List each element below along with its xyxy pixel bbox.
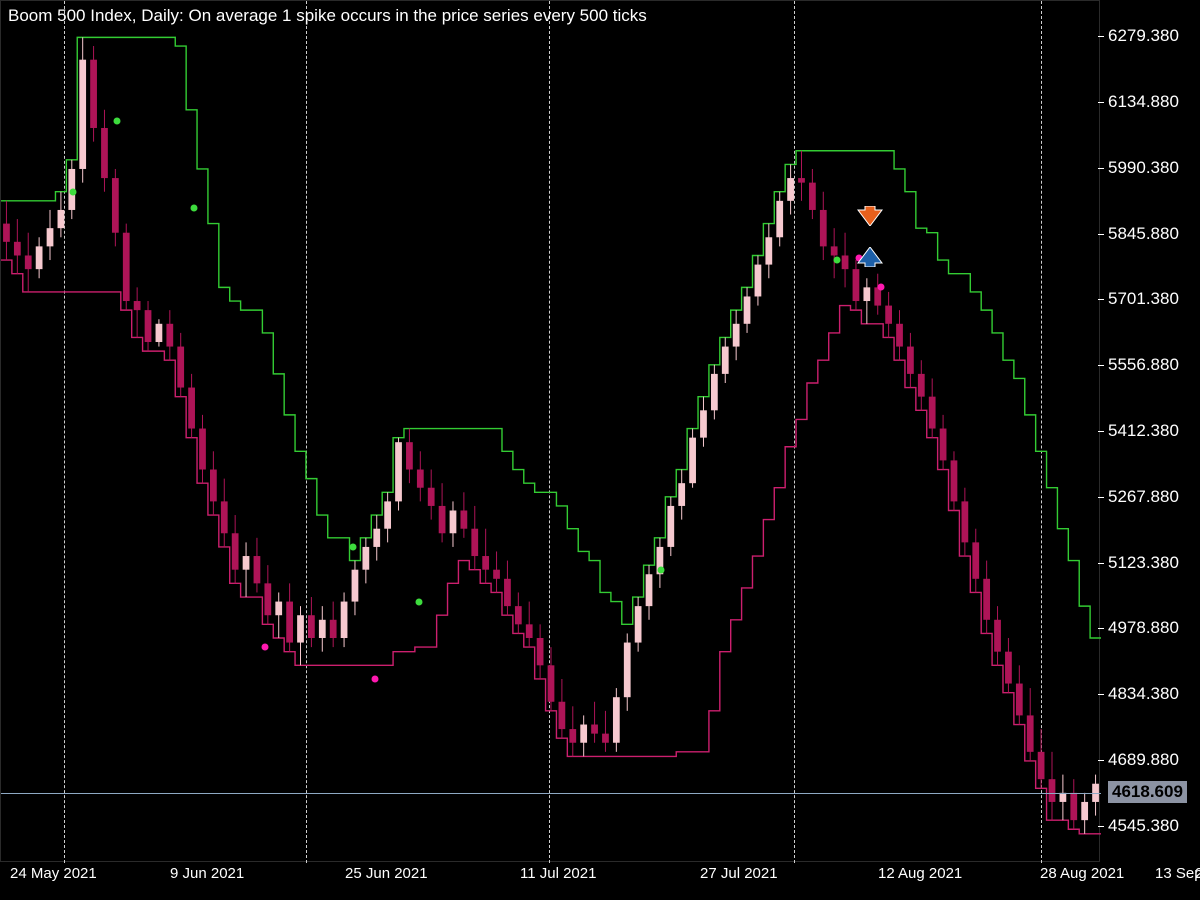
spike-dot-high-4[interactable]	[416, 598, 423, 605]
spike-dot-high-1[interactable]	[113, 118, 120, 125]
y-axis-label-12: 4545.380	[1108, 816, 1179, 836]
spike-reversal-up-arrow[interactable]	[857, 247, 883, 267]
spike-dot-high-2[interactable]	[190, 204, 197, 211]
y-axis-label-7: 5267.880	[1108, 487, 1179, 507]
spike-dot-high-3[interactable]	[350, 543, 357, 550]
x-axis-label-2: 25 Jun 2021	[345, 865, 428, 882]
spike-reversal-down-arrow[interactable]	[857, 206, 883, 226]
y-axis-label-9: 4978.880	[1108, 618, 1179, 638]
y-axis-label-2: 5990.380	[1108, 158, 1179, 178]
spike-dot-low-3[interactable]	[878, 284, 885, 291]
x-axis-label-0: 24 May 2021	[10, 865, 97, 882]
x-axis-label-6: 28 Aug 2021	[1040, 865, 1124, 882]
markers-layer	[1, 1, 1101, 863]
spike-dot-high-6[interactable]	[834, 257, 841, 264]
x-axis-label-4: 27 Jul 2021	[700, 865, 778, 882]
current-price-label: 4618.609	[1108, 781, 1187, 803]
spike-dot-low-0[interactable]	[262, 644, 269, 651]
spike-dot-high-5[interactable]	[658, 566, 665, 573]
y-axis-label-1: 6134.880	[1108, 92, 1179, 112]
y-axis-label-6: 5412.380	[1108, 421, 1179, 441]
y-axis-label-8: 5123.380	[1108, 553, 1179, 573]
y-axis-label-3: 5845.880	[1108, 224, 1179, 244]
spike-dot-high-0[interactable]	[69, 188, 76, 195]
x-axis-label-7: 13 Sep 2021	[1155, 865, 1200, 882]
x-axis-label-5: 12 Aug 2021	[878, 865, 962, 882]
y-axis-label-0: 6279.380	[1108, 26, 1179, 46]
y-axis-label-11: 4689.880	[1108, 750, 1179, 770]
plot-area	[0, 0, 1100, 862]
x-axis-label-3: 11 Jul 2021	[520, 865, 596, 882]
y-axis-label-4: 5701.380	[1108, 289, 1179, 309]
spike-dot-low-1[interactable]	[372, 675, 379, 682]
y-axis-label-5: 5556.880	[1108, 355, 1179, 375]
y-axis-label-10: 4834.380	[1108, 684, 1179, 704]
x-axis-label-8: 29 Sep 2021	[1195, 865, 1200, 882]
chart-root: Boom 500 Index, Daily: On average 1 spik…	[0, 0, 1200, 900]
x-axis-label-1: 9 Jun 2021	[170, 865, 244, 882]
